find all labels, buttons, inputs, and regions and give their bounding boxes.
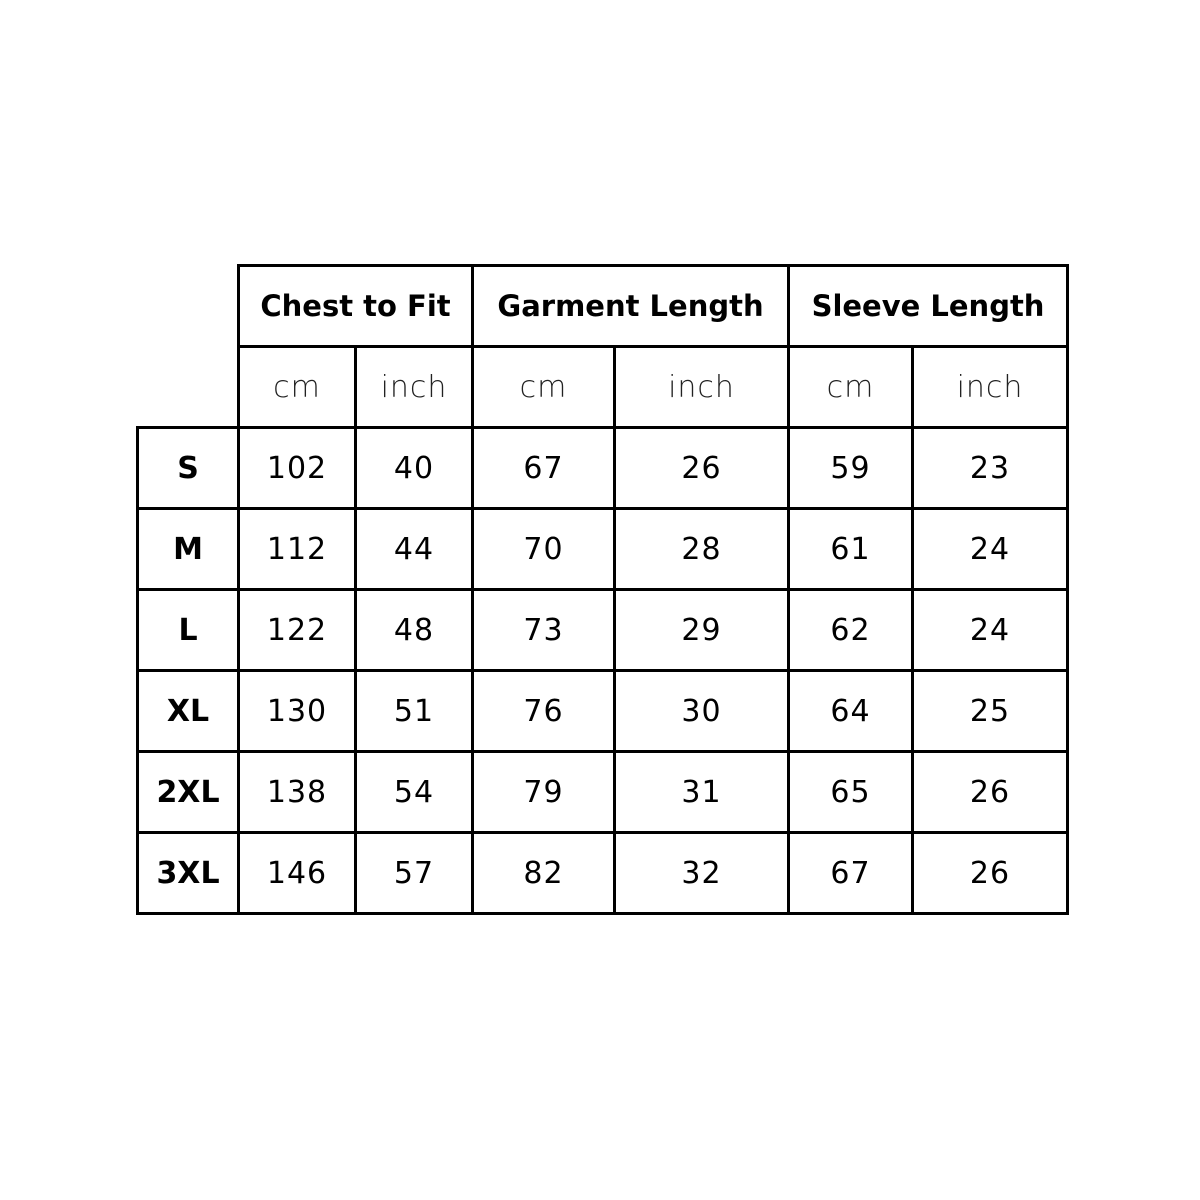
size-label: L [136,588,240,672]
measurement-cell: 23 [911,426,1070,510]
empty-corner [138,266,239,428]
measurement-cell: 65 [787,750,915,834]
size-label: M [136,507,240,591]
unit-label: inch [354,345,474,429]
measurement-cell: 79 [471,750,616,834]
table-row: L 122 48 73 29 62 24 [136,588,1070,672]
measurement-cell: 70 [471,507,616,591]
measurement-cell: 26 [911,831,1070,915]
measurement-cell: 24 [911,507,1070,591]
header-garment-length: Garment Length [470,264,791,348]
measurement-cell: 112 [237,507,357,591]
measurement-cell: 67 [787,831,915,915]
measurement-cell: 67 [471,426,616,510]
measurement-cell: 62 [787,588,915,672]
unit-label: cm [787,345,915,429]
measurement-cell: 26 [911,750,1070,834]
measurement-cell: 64 [787,669,915,753]
unit-label: inch [911,345,1070,429]
measurement-cell: 30 [612,669,791,753]
measurement-cell: 122 [237,588,357,672]
measurement-cell: 54 [354,750,474,834]
header-sleeve-length: Sleeve Length [787,264,1070,348]
measurement-cell: 61 [787,507,915,591]
unit-label: inch [612,345,791,429]
measurement-cell: 28 [612,507,791,591]
unit-label: cm [471,345,616,429]
size-label: XL [136,669,240,753]
measurement-cell: 40 [354,426,474,510]
measurement-cell: 44 [354,507,474,591]
measurement-cell: 51 [354,669,474,753]
size-label: S [136,426,240,510]
measurement-cell: 73 [471,588,616,672]
measurement-cell: 59 [787,426,915,510]
unit-label: cm [237,345,357,429]
table-row: 3XL 146 57 82 32 67 26 [136,831,1070,915]
table-row: S 102 40 67 26 59 23 [136,426,1070,510]
table-row: M 112 44 70 28 61 24 [136,507,1070,591]
measurement-cell: 138 [237,750,357,834]
measurement-cell: 76 [471,669,616,753]
measurement-cell: 48 [354,588,474,672]
measurement-cell: 29 [612,588,791,672]
measurement-cell: 146 [237,831,357,915]
measurement-cell: 102 [237,426,357,510]
measurement-cell: 24 [911,588,1070,672]
header-chest-to-fit: Chest to Fit [237,264,474,348]
measurement-cell: 130 [237,669,357,753]
size-chart-table: Chest to Fit Garment Length Sleeve Lengt… [136,264,1070,915]
measurement-cell: 25 [911,669,1070,753]
measurement-cell: 82 [471,831,616,915]
table-row: XL 130 51 76 30 64 25 [136,669,1070,753]
measurement-cell: 31 [612,750,791,834]
size-label: 3XL [136,831,240,915]
measurement-cell: 26 [612,426,791,510]
unit-header-row: cm inch cm inch cm inch [138,345,1070,429]
size-rows: S 102 40 67 26 59 23 M 112 44 70 28 61 24 L 122 48 73 29 62… [136,426,1070,915]
group-header-row: Chest to Fit Garment Length Sleeve Lengt… [138,264,1070,348]
measurement-cell: 32 [612,831,791,915]
measurement-cell: 57 [354,831,474,915]
size-label: 2XL [136,750,240,834]
table-row: 2XL 138 54 79 31 65 26 [136,750,1070,834]
